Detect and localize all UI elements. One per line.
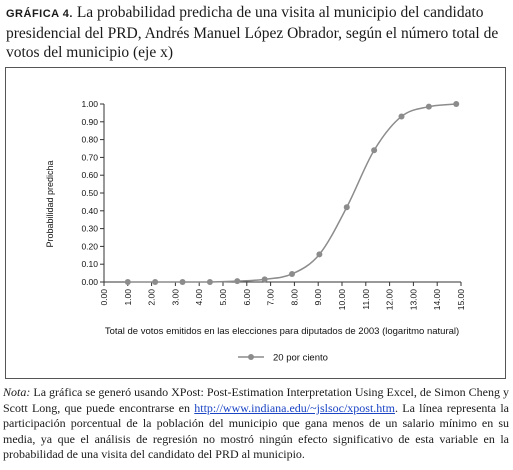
x-tick-label: 5.00: [218, 289, 228, 306]
figure-label: GRÁFICA 4.: [6, 8, 73, 20]
data-point: [453, 101, 460, 107]
note-text-2: . La línea representa la participación p…: [3, 400, 510, 462]
chart-svg: 0.00 0.10 0.20 0.30 0.40 0.50 0.60 0.70 0.80 0.90…: [45, 99, 466, 364]
x-axis-label: Total de votos emitidos en las eleccione…: [105, 326, 459, 337]
x-tick-label: 13.00: [408, 289, 418, 311]
x-tick-label: 12.00: [385, 289, 395, 311]
data-point: [289, 270, 296, 277]
figure-note: Nota: La gráfica se generó usando XPost:…: [3, 385, 509, 463]
legend-marker: [248, 354, 254, 360]
x-tick-label: 9.00: [313, 289, 323, 306]
x-tick-label: 15.00: [456, 289, 466, 311]
x-tick-label: 10.00: [337, 289, 347, 311]
figure-title: GRÁFICA 4. La probabilidad predicha de u…: [6, 3, 506, 62]
y-tick-label: 1.00: [81, 99, 98, 109]
figure-title-text: La probabilidad predicha de una visita a…: [6, 4, 499, 61]
data-point: [371, 147, 378, 154]
data-point: [425, 103, 432, 110]
y-tick-label: 0.30: [81, 224, 98, 234]
data-point: [316, 251, 323, 258]
series-line: [127, 103, 457, 283]
x-tick-label: 3.00: [170, 289, 180, 306]
data-point: [234, 278, 241, 285]
y-axis-label: Probabilidad predicha: [45, 160, 55, 247]
x-tick-label: 1.00: [123, 289, 133, 306]
y-tick-label: 0.20: [81, 241, 98, 251]
x-tick-label: 0.00: [99, 289, 109, 306]
y-tick-label: 0.50: [81, 188, 98, 198]
y-tick-label: 0.60: [81, 170, 98, 180]
x-tick-label: 7.00: [266, 289, 276, 306]
x-tick-label: 4.00: [194, 289, 204, 306]
y-tick-label: 0.40: [81, 206, 98, 216]
data-point: [179, 279, 186, 285]
x-tick-label: 6.00: [242, 289, 252, 306]
note-link[interactable]: http://www.indiana.edu/~jslsoc/xpost.htm: [194, 400, 395, 415]
y-tick-label: 0.80: [81, 135, 98, 145]
data-point: [206, 279, 213, 285]
y-tick-label: 0.10: [81, 259, 98, 269]
x-tick-label: 11.00: [361, 289, 371, 310]
data-point: [343, 204, 350, 211]
x-tick-label: 2.00: [147, 289, 157, 306]
y-tick-label: 0.90: [81, 117, 98, 127]
note-lead: Nota:: [3, 385, 31, 399]
chart-frame: 0.00 0.10 0.20 0.30 0.40 0.50 0.60 0.70 0.80 0.90…: [5, 67, 506, 379]
legend-label: 20 por ciento: [273, 353, 328, 364]
note-text-1: La gráfica se generó usando XPost: Post-…: [3, 385, 509, 415]
y-tick-label: 0.00: [81, 277, 98, 287]
data-point: [152, 279, 159, 285]
y-tick-label: 0.70: [81, 152, 98, 162]
x-tick-label: 8.00: [289, 289, 299, 306]
data-point: [398, 113, 405, 120]
data-point: [261, 276, 268, 283]
data-point: [124, 279, 131, 285]
x-tick-label: 14.00: [432, 289, 442, 311]
